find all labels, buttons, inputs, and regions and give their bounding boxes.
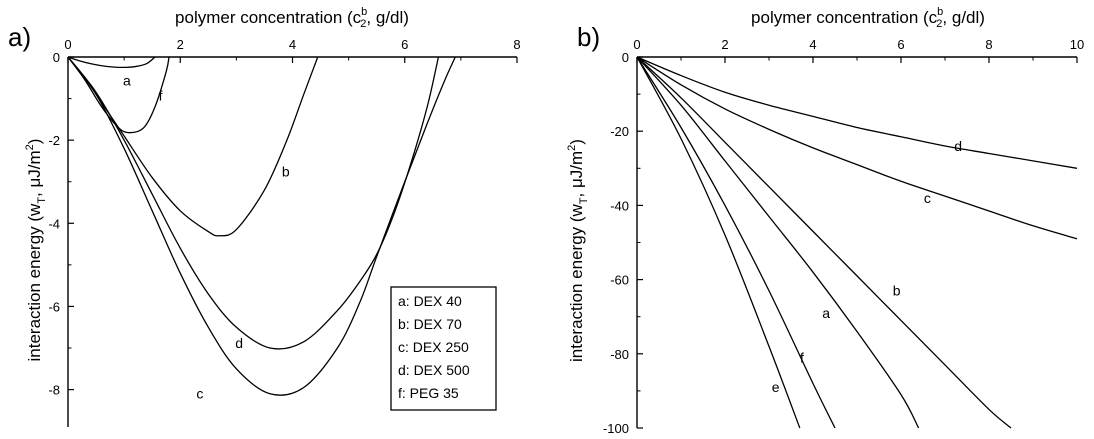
- y-tick-label: 0: [622, 50, 629, 65]
- y-axis-title-end: ): [25, 139, 44, 145]
- x-axis-title-sub: 2: [360, 18, 366, 30]
- y-axis-title-sup: 2: [24, 144, 36, 150]
- panel-b: b)polymer concentration (cb 2, g/dl)inter…: [566, 6, 1084, 436]
- series-label-b: b: [893, 283, 901, 299]
- x-axis-title-text: polymer concentration (c: [751, 8, 938, 27]
- y-axis-title: interaction energy (wT, μJ/m2): [24, 139, 48, 362]
- y-axis-title-tail: , μJ/m: [25, 150, 44, 197]
- y-axis-title-sup: 2: [566, 145, 578, 151]
- x-axis-title: polymer concentration (cb 2, g/dl): [175, 6, 409, 30]
- x-axis-title-text: polymer concentration (c: [175, 8, 362, 27]
- x-tick-label: 6: [897, 37, 904, 52]
- series-label-a: a: [123, 73, 131, 89]
- series-label-a: a: [822, 305, 830, 321]
- y-axis-title-text: interaction energy (w: [567, 203, 586, 362]
- x-axis-title-tail: , g/dl): [942, 8, 985, 27]
- x-tick-label: 2: [177, 37, 184, 52]
- series-label-c: c: [924, 190, 931, 206]
- series-label-f: f: [800, 350, 804, 366]
- y-tick-label: -100: [603, 421, 629, 436]
- x-tick-label: 10: [1070, 37, 1084, 52]
- series-line-f: [636, 56, 836, 429]
- x-axis-title: polymer concentration (cb 2, g/dl): [751, 6, 985, 30]
- series-line-e: [636, 56, 801, 429]
- legend-entry: d: DEX 500: [398, 362, 470, 378]
- x-axis-title-sub: 2: [936, 18, 942, 30]
- y-tick-label: -4: [48, 216, 60, 231]
- legend-entry: f: PEG 35: [398, 385, 459, 401]
- series-label-e: e: [772, 379, 780, 395]
- y-axis-title-text: interaction energy (w: [25, 203, 44, 362]
- y-tick-label: 0: [53, 50, 60, 65]
- series-line-d: [67, 56, 440, 350]
- series-line-a: [67, 56, 156, 69]
- series-label-d: d: [954, 138, 962, 154]
- panel-label: a): [8, 22, 31, 52]
- x-tick-label: 4: [809, 37, 816, 52]
- y-tick-label: -2: [48, 133, 60, 148]
- series-line-c: [67, 56, 456, 396]
- x-tick-label: 0: [64, 37, 71, 52]
- series-line-f: [67, 56, 170, 134]
- y-tick-label: -80: [610, 347, 629, 362]
- x-axis-title-tail: , g/dl): [366, 8, 409, 27]
- series-label-c: c: [196, 386, 203, 402]
- panel-a: a)polymer concentration (cb 2, g/dl)inter…: [8, 6, 521, 427]
- series-label-d: d: [235, 335, 243, 351]
- legend-entry: c: DEX 250: [398, 339, 469, 355]
- legend-entry: b: DEX 70: [398, 316, 462, 332]
- x-tick-label: 6: [401, 37, 408, 52]
- x-axis-title-sup: b: [937, 6, 943, 18]
- y-axis-title-end: ): [567, 139, 586, 145]
- y-tick-label: -8: [48, 383, 60, 398]
- y-axis-title: interaction energy (wT, μJ/m2): [566, 139, 590, 362]
- series-line-b: [67, 56, 319, 237]
- x-tick-label: 0: [633, 37, 640, 52]
- series-line-d: [636, 56, 1078, 169]
- y-axis-title-sub: T: [36, 197, 48, 204]
- y-axis-title-tail: , μJ/m: [567, 151, 586, 198]
- series-line-a: [636, 56, 920, 429]
- y-axis-title-sub: T: [578, 197, 590, 204]
- legend-entry: a: DEX 40: [398, 293, 462, 309]
- y-tick-label: -40: [610, 198, 629, 213]
- x-axis-title-sup: b: [361, 6, 367, 18]
- y-tick-label: -6: [48, 299, 60, 314]
- series-line-c: [636, 56, 1078, 240]
- legend-box: [390, 286, 497, 411]
- series-label-b: b: [282, 163, 290, 179]
- y-tick-label: -60: [610, 273, 629, 288]
- series-label-f: f: [159, 88, 163, 104]
- series-line-b: [636, 56, 1012, 429]
- y-tick-label: -20: [610, 124, 629, 139]
- x-tick-label: 4: [289, 37, 296, 52]
- panel-label: b): [577, 22, 600, 52]
- x-tick-label: 8: [513, 37, 520, 52]
- x-tick-label: 2: [721, 37, 728, 52]
- x-tick-label: 8: [985, 37, 992, 52]
